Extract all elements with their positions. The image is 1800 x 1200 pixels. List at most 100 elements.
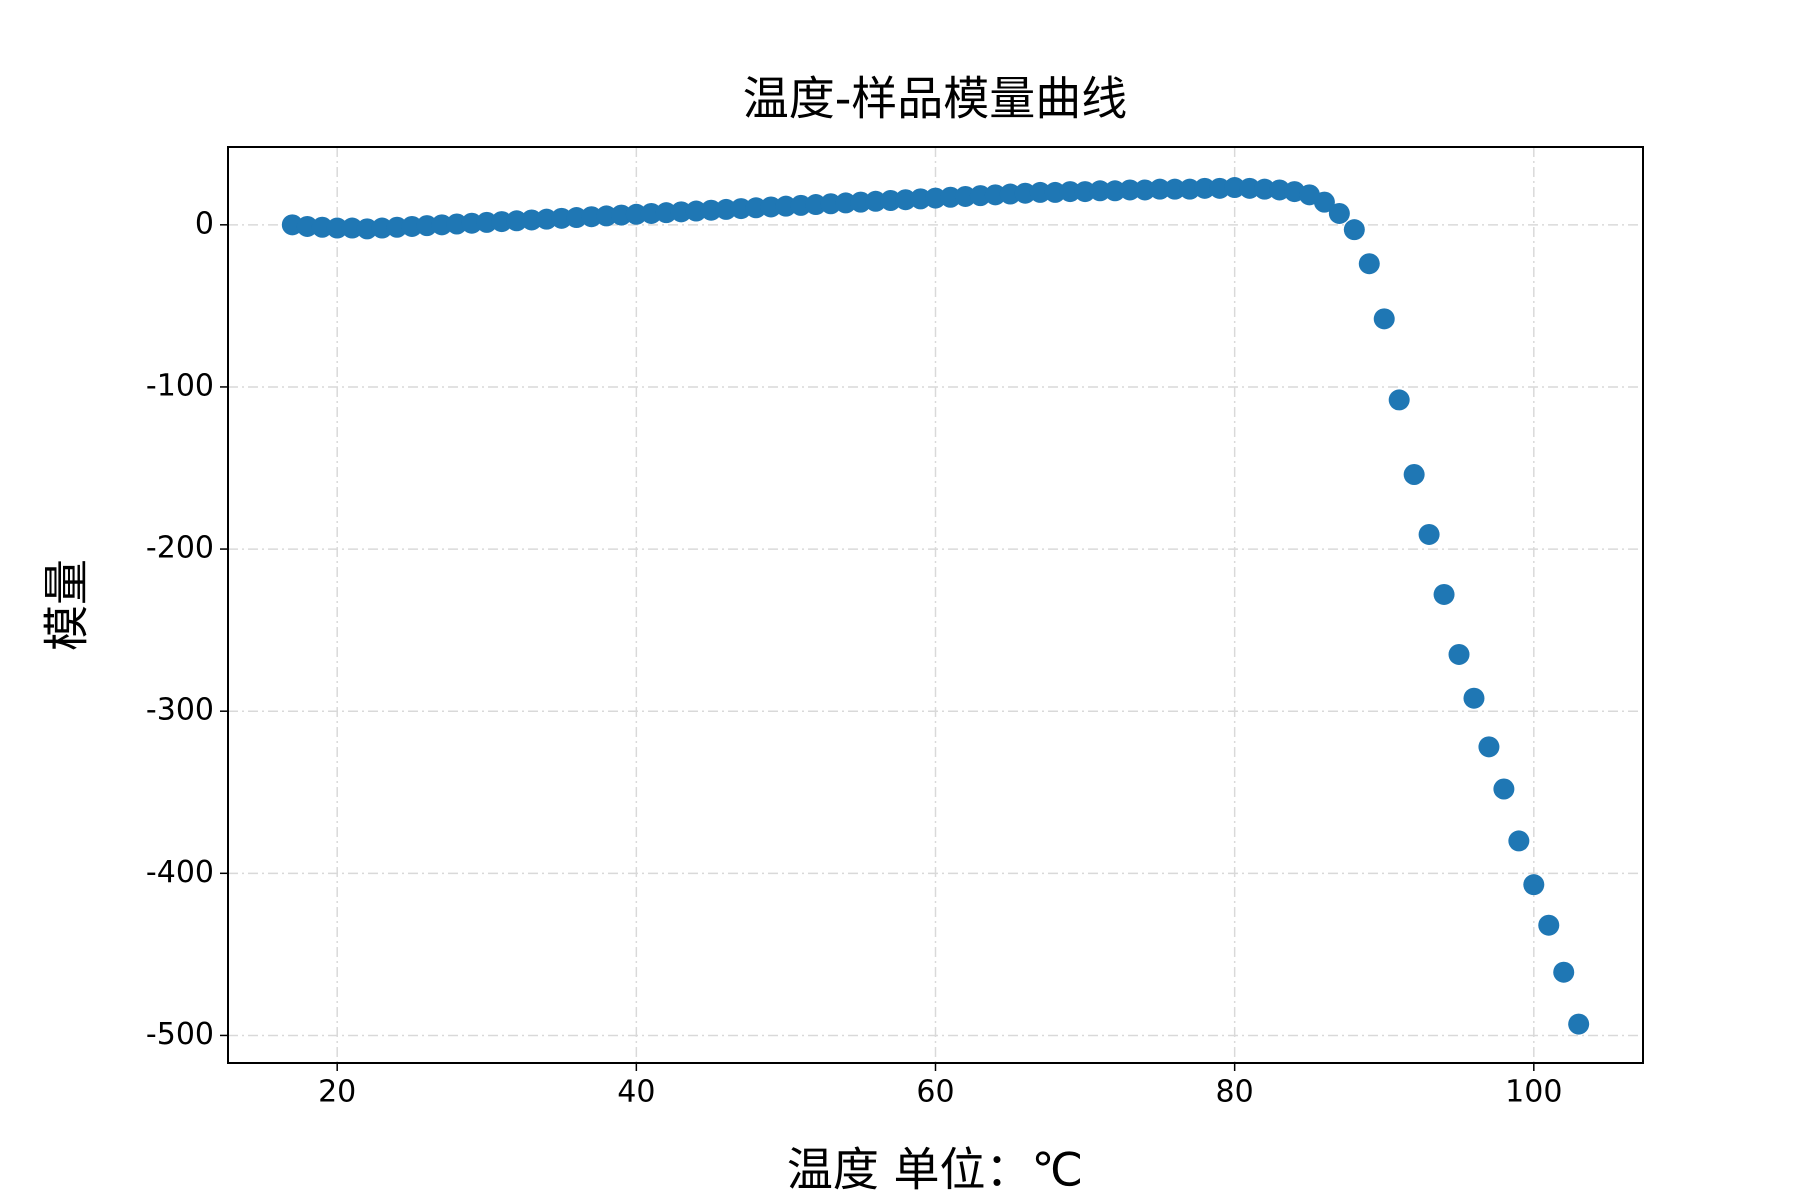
point — [850, 191, 872, 213]
point — [715, 198, 737, 220]
point — [1463, 687, 1485, 709]
y-tick-label: -500 — [146, 1017, 214, 1052]
point — [1194, 177, 1216, 199]
point — [805, 194, 827, 216]
point — [655, 202, 677, 224]
point — [1388, 389, 1410, 411]
point — [1134, 179, 1156, 201]
point — [610, 204, 632, 226]
point — [356, 218, 378, 240]
x-tick-label: 80 — [1216, 1075, 1254, 1110]
point — [685, 200, 707, 222]
point — [1044, 181, 1066, 203]
point — [1478, 736, 1500, 758]
point — [895, 189, 917, 211]
point — [1313, 191, 1335, 213]
y-tick-label: -400 — [146, 855, 214, 890]
point — [386, 216, 408, 238]
point — [1568, 1013, 1590, 1035]
point — [640, 202, 662, 224]
point — [326, 217, 348, 239]
point — [446, 213, 468, 235]
point — [1508, 830, 1530, 852]
point — [1523, 874, 1545, 896]
x-tick-label: 100 — [1505, 1075, 1562, 1110]
y-tick-label: -300 — [146, 693, 214, 728]
point — [311, 216, 333, 238]
x-tick-label: 60 — [916, 1075, 954, 1110]
point — [1029, 181, 1051, 203]
point — [1553, 961, 1575, 983]
point — [775, 195, 797, 217]
point — [925, 187, 946, 209]
point — [1149, 178, 1171, 200]
point — [1418, 523, 1440, 545]
point — [431, 214, 453, 236]
point — [1448, 643, 1470, 665]
point — [491, 211, 513, 233]
point — [1014, 182, 1036, 204]
y-tick-label: 0 — [195, 206, 214, 241]
point — [1119, 179, 1141, 201]
point — [730, 198, 752, 220]
x-tick-label: 20 — [318, 1075, 356, 1110]
point — [1254, 178, 1276, 200]
point — [969, 185, 991, 207]
chart-title: 温度-样品模量曲线 — [743, 72, 1128, 126]
point — [700, 199, 722, 221]
point — [401, 215, 423, 237]
point — [670, 201, 692, 223]
point — [1373, 308, 1395, 330]
point — [1343, 219, 1365, 241]
point — [536, 208, 558, 230]
y-tick-label: -100 — [146, 368, 214, 403]
point — [1239, 177, 1261, 199]
point — [1059, 181, 1081, 203]
x-axis-label: 温度 单位：℃ — [787, 1143, 1083, 1197]
point — [954, 185, 976, 207]
point — [910, 188, 932, 210]
point — [1164, 178, 1186, 200]
point — [1328, 202, 1350, 224]
point — [745, 197, 767, 219]
point — [880, 190, 902, 212]
point — [625, 203, 647, 225]
point — [1074, 181, 1096, 203]
point — [865, 190, 887, 212]
point — [939, 186, 961, 208]
point — [476, 211, 498, 233]
point — [1089, 180, 1111, 202]
point — [1224, 177, 1246, 199]
point — [790, 194, 812, 216]
point — [1538, 914, 1560, 936]
point — [760, 196, 782, 218]
point — [580, 206, 602, 228]
point — [999, 183, 1021, 205]
point — [1433, 583, 1455, 605]
point — [835, 192, 857, 214]
point — [1209, 177, 1231, 199]
y-axis-label: 模量 — [40, 559, 94, 651]
point — [1403, 463, 1425, 485]
point — [1493, 778, 1515, 800]
point — [416, 215, 438, 237]
point — [566, 207, 588, 229]
plot-frame — [227, 146, 1644, 1064]
point — [820, 193, 842, 215]
point — [595, 205, 617, 227]
point — [506, 210, 528, 232]
point — [1179, 178, 1201, 200]
point — [521, 209, 543, 231]
point — [461, 212, 483, 234]
point — [296, 215, 318, 237]
point — [1104, 180, 1126, 202]
y-tick-label: -200 — [146, 531, 214, 566]
point — [341, 217, 363, 239]
point — [551, 207, 573, 229]
point — [984, 184, 1006, 206]
point — [371, 217, 393, 239]
x-tick-label: 40 — [617, 1075, 655, 1110]
point — [1358, 253, 1380, 275]
